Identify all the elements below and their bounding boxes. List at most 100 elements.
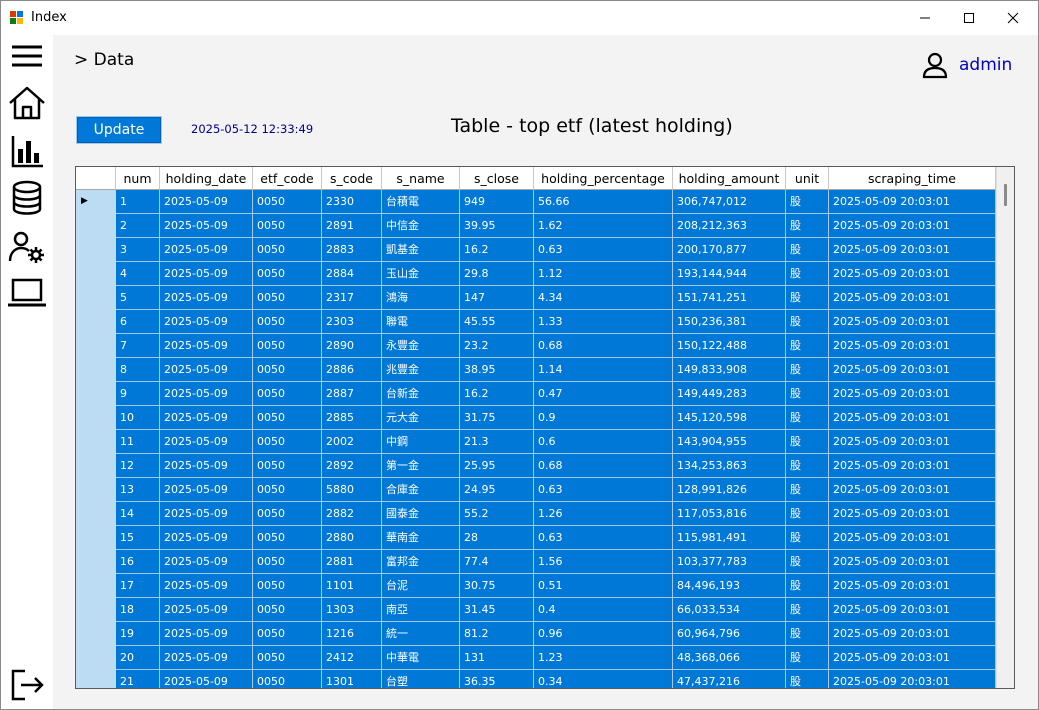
table-cell[interactable]: 永豐金	[382, 334, 460, 358]
table-cell[interactable]: 18	[116, 598, 160, 622]
table-cell[interactable]: 2025-05-09	[160, 526, 253, 550]
table-cell[interactable]: 147	[460, 286, 534, 310]
table-cell[interactable]: 股	[786, 286, 829, 310]
table-cell[interactable]: 1.62	[534, 214, 673, 238]
table-cell[interactable]: 2025-05-09	[160, 334, 253, 358]
table-cell[interactable]: 2887	[322, 382, 382, 406]
table-cell[interactable]: 2025-05-09	[160, 406, 253, 430]
table-row[interactable]: 8 2025-05-09 0050 2886 兆豐金 38.95 1.14 149,833,9…	[116, 358, 996, 382]
table-cell[interactable]: 21.3	[460, 430, 534, 454]
sidebar-item-user-settings[interactable]	[7, 227, 47, 267]
table-cell[interactable]: 股	[786, 478, 829, 502]
table-cell[interactable]: 0050	[253, 262, 322, 286]
table-cell[interactable]: 2025-05-09	[160, 238, 253, 262]
table-cell[interactable]: 股	[786, 598, 829, 622]
table-cell[interactable]: 2025-05-09 20:03:01	[829, 214, 996, 238]
table-cell[interactable]: 30.75	[460, 574, 534, 598]
table-cell[interactable]: 36.35	[460, 670, 534, 688]
update-button[interactable]: Update	[76, 116, 162, 144]
table-cell[interactable]: 股	[786, 430, 829, 454]
table-cell[interactable]: 0.68	[534, 334, 673, 358]
table-cell[interactable]: 合庫金	[382, 478, 460, 502]
table-cell[interactable]: 0050	[253, 214, 322, 238]
col-header-s-name[interactable]: s_name	[382, 167, 460, 190]
table-cell[interactable]: 56.66	[534, 190, 673, 214]
table-cell[interactable]: 2025-05-09 20:03:01	[829, 310, 996, 334]
table-cell[interactable]: 5880	[322, 478, 382, 502]
table-cell[interactable]: 200,170,877	[673, 238, 786, 262]
table-cell[interactable]: 115,981,491	[673, 526, 786, 550]
table-row[interactable]: 12 2025-05-09 0050 2892 第一金 25.95 0.68 134,253,…	[116, 454, 996, 478]
table-cell[interactable]: 股	[786, 358, 829, 382]
table-cell[interactable]: 84,496,193	[673, 574, 786, 598]
table-cell[interactable]: 193,144,944	[673, 262, 786, 286]
table-cell[interactable]: 0.47	[534, 382, 673, 406]
row-header[interactable]	[76, 238, 116, 262]
table-cell[interactable]: 2025-05-09	[160, 598, 253, 622]
table-cell[interactable]: 19	[116, 622, 160, 646]
table-cell[interactable]: 145,120,598	[673, 406, 786, 430]
sidebar-item-menu[interactable]	[7, 37, 47, 77]
table-cell[interactable]: 47,437,216	[673, 670, 786, 688]
table-cell[interactable]: 2025-05-09	[160, 382, 253, 406]
table-cell[interactable]: 149,449,283	[673, 382, 786, 406]
table-cell[interactable]: 2025-05-09 20:03:01	[829, 190, 996, 214]
table-cell[interactable]: 38.95	[460, 358, 534, 382]
table-row[interactable]: 7 2025-05-09 0050 2890 永豐金 23.2 0.68 150,122,48…	[116, 334, 996, 358]
table-cell[interactable]: 15	[116, 526, 160, 550]
table-cell[interactable]: 0.9	[534, 406, 673, 430]
table-cell[interactable]: 23.2	[460, 334, 534, 358]
table-row[interactable]: 21 2025-05-09 0050 1301 台塑 36.35 0.34 47,437,21…	[116, 670, 996, 688]
table-cell[interactable]: 股	[786, 670, 829, 688]
table-row[interactable]: 4 2025-05-09 0050 2884 玉山金 29.8 1.12 193,144,94…	[116, 262, 996, 286]
table-cell[interactable]: 富邦金	[382, 550, 460, 574]
table-cell[interactable]: 聯電	[382, 310, 460, 334]
table-row[interactable]: 1 2025-05-09 0050 2330 台積電 949 56.66 306,747,01…	[116, 190, 996, 214]
table-row[interactable]: 14 2025-05-09 0050 2882 國泰金 55.2 1.26 117,053,8…	[116, 502, 996, 526]
table-cell[interactable]: 0050	[253, 310, 322, 334]
col-header-s-code[interactable]: s_code	[322, 167, 382, 190]
table-cell[interactable]: 10	[116, 406, 160, 430]
table-row[interactable]: 17 2025-05-09 0050 1101 台泥 30.75 0.51 84,496,19…	[116, 574, 996, 598]
table-cell[interactable]: 2880	[322, 526, 382, 550]
table-cell[interactable]: 0050	[253, 502, 322, 526]
table-cell[interactable]: 兆豐金	[382, 358, 460, 382]
user-menu[interactable]: admin	[921, 51, 1012, 79]
table-cell[interactable]: 台新金	[382, 382, 460, 406]
table-cell[interactable]: 9	[116, 382, 160, 406]
table-row[interactable]: 20 2025-05-09 0050 2412 中華電 131 1.23 48,368,066…	[116, 646, 996, 670]
row-header[interactable]	[76, 502, 116, 526]
table-cell[interactable]: 2025-05-09 20:03:01	[829, 238, 996, 262]
table-cell[interactable]: 2025-05-09 20:03:01	[829, 670, 996, 688]
table-cell[interactable]: 2025-05-09	[160, 574, 253, 598]
table-row[interactable]: 6 2025-05-09 0050 2303 聯電 45.55 1.33 150,236,38…	[116, 310, 996, 334]
sidebar-item-logout[interactable]	[7, 665, 47, 705]
table-cell[interactable]: 29.8	[460, 262, 534, 286]
table-cell[interactable]: 48,368,066	[673, 646, 786, 670]
scrollbar-thumb[interactable]	[1004, 184, 1007, 206]
table-cell[interactable]: 143,904,955	[673, 430, 786, 454]
table-cell[interactable]: 0050	[253, 550, 322, 574]
table-cell[interactable]: 股	[786, 190, 829, 214]
table-cell[interactable]: 77.4	[460, 550, 534, 574]
table-row[interactable]: 15 2025-05-09 0050 2880 華南金 28 0.63 115,981,491…	[116, 526, 996, 550]
col-header-num[interactable]: num	[116, 167, 160, 190]
table-cell[interactable]: 統一	[382, 622, 460, 646]
table-cell[interactable]: 150,122,488	[673, 334, 786, 358]
table-cell[interactable]: 2890	[322, 334, 382, 358]
table-cell[interactable]: 2025-05-09 20:03:01	[829, 502, 996, 526]
table-cell[interactable]: 2025-05-09	[160, 622, 253, 646]
table-cell[interactable]: 0050	[253, 430, 322, 454]
row-header[interactable]	[76, 382, 116, 406]
table-cell[interactable]: 台塑	[382, 670, 460, 688]
table-cell[interactable]: 2002	[322, 430, 382, 454]
table-row[interactable]: 11 2025-05-09 0050 2002 中鋼 21.3 0.6 143,904,955…	[116, 430, 996, 454]
table-cell[interactable]: 2330	[322, 190, 382, 214]
table-cell[interactable]: 2025-05-09	[160, 286, 253, 310]
table-cell[interactable]: 12	[116, 454, 160, 478]
table-cell[interactable]: 股	[786, 214, 829, 238]
table-cell[interactable]: 2025-05-09 20:03:01	[829, 550, 996, 574]
maximize-button[interactable]	[947, 5, 991, 31]
table-cell[interactable]: 南亞	[382, 598, 460, 622]
row-header[interactable]	[76, 670, 116, 688]
